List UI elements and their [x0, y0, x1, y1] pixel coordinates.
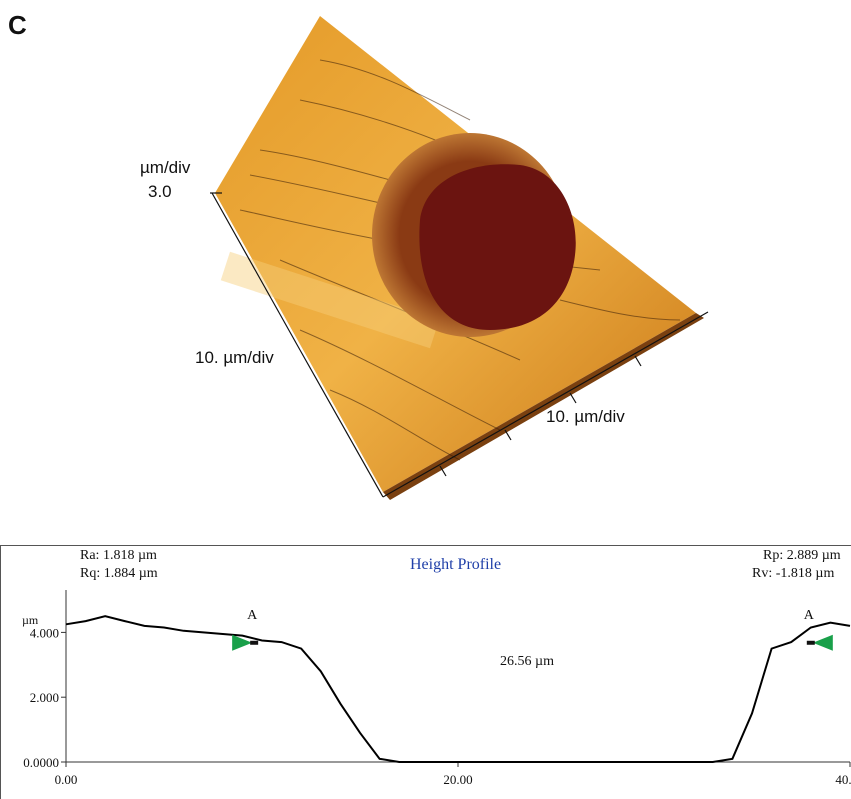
z-unit-label: µm/div	[140, 158, 191, 177]
surface-block	[215, 16, 704, 500]
surface-axes	[210, 192, 709, 498]
profile-axes	[65, 590, 850, 763]
marker-label: A	[247, 608, 258, 623]
x-tick-label: 40.00	[835, 772, 851, 787]
z-scale-value: 3.0	[148, 182, 172, 201]
marker-1: A	[232, 608, 259, 651]
y-tick-label: 2.000	[30, 690, 59, 705]
marker-2: A	[804, 608, 833, 651]
marker-label: A	[804, 608, 815, 623]
profile-ticks: 0.00 20.00 40.00 0.0000 2.000 4.000	[23, 625, 851, 787]
y-axis-label: 10. µm/div	[195, 348, 274, 367]
y-tick-label: 4.000	[30, 625, 59, 640]
marker-arrow-left	[812, 634, 833, 651]
x-tick-label: 20.00	[443, 772, 472, 787]
profile-y-axis-label: µm	[22, 613, 39, 627]
surface-light-band	[220, 251, 440, 349]
ra-value: Ra: 1.818 µm	[80, 548, 157, 563]
height-profile-panel	[0, 545, 851, 799]
surface-3d-view	[210, 16, 709, 500]
rq-value: Rq: 1.884 µm	[80, 566, 158, 581]
rv-value: Rv: -1.818 µm	[752, 566, 835, 581]
crater-floor	[419, 164, 576, 330]
rp-value: Rp: 2.889 µm	[763, 548, 841, 563]
profile-line	[65, 615, 851, 763]
x-axis-label: 10. µm/div	[546, 407, 625, 426]
x-tick-label: 0.00	[55, 772, 78, 787]
marker-arrow-right	[232, 634, 253, 651]
marker-cursor	[250, 640, 259, 645]
profile-annotation: 26.56 µm	[500, 654, 554, 669]
profile-title: Height Profile	[410, 556, 502, 573]
panel-letter: C	[8, 10, 27, 40]
y-tick-label: 0.0000	[23, 755, 59, 770]
marker-cursor	[806, 640, 815, 645]
